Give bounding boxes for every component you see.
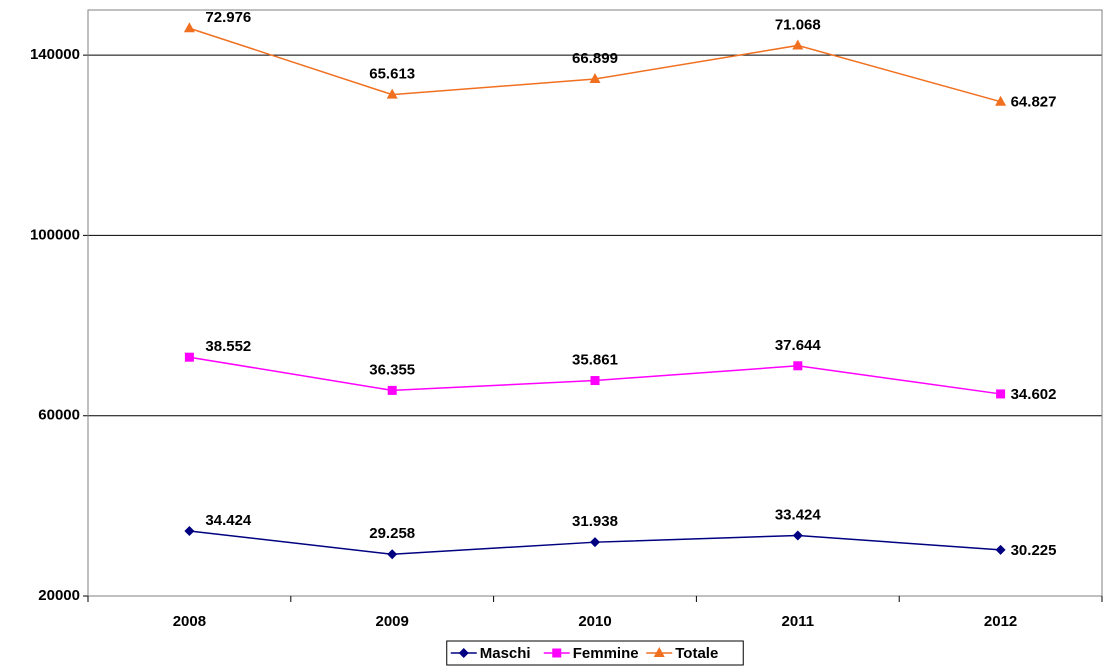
data-label: 35.861 — [572, 352, 618, 369]
data-label: 71.068 — [775, 16, 821, 33]
marker — [387, 385, 397, 395]
marker — [184, 352, 194, 362]
legend-label: Femmine — [573, 645, 639, 662]
data-label: 29.258 — [369, 525, 415, 542]
marker — [995, 95, 1007, 106]
data-label: 30.225 — [1011, 542, 1057, 559]
y-tick-label: 100000 — [30, 226, 80, 243]
y-tick-label: 140000 — [30, 46, 80, 63]
data-label: 65.613 — [369, 66, 415, 83]
data-label: 34.424 — [205, 512, 252, 529]
data-label: 36.355 — [369, 361, 415, 378]
data-label: 38.552 — [205, 338, 251, 355]
legend: Maschi Femmine Totale — [446, 640, 744, 666]
marker — [590, 376, 600, 386]
legend-box — [446, 640, 744, 666]
marker — [590, 537, 600, 548]
x-tick-label: 2008 — [173, 613, 206, 630]
marker — [183, 22, 195, 33]
marker — [386, 88, 398, 99]
marker — [458, 648, 469, 658]
x-tick-label: 2010 — [578, 613, 611, 630]
data-label: 72.976 — [205, 9, 251, 26]
marker — [552, 648, 562, 658]
y-tick-label: 60000 — [38, 407, 80, 424]
marker — [387, 549, 398, 560]
x-tick-label: 2009 — [376, 613, 409, 630]
marker — [184, 525, 195, 536]
data-label: 33.424 — [775, 506, 822, 523]
legend-label: Maschi — [480, 645, 531, 662]
legend-label: Totale — [675, 645, 718, 662]
marker — [589, 72, 601, 83]
marker — [792, 39, 804, 50]
x-tick-label: 2012 — [984, 613, 1017, 630]
marker — [792, 530, 803, 541]
data-label: 37.644 — [775, 337, 822, 354]
marker — [793, 361, 803, 371]
y-tick-label: 20000 — [38, 587, 80, 604]
x-tick-label: 2011 — [782, 613, 815, 630]
marker — [995, 544, 1006, 555]
marker — [653, 647, 665, 657]
data-label: 64.827 — [1011, 94, 1057, 111]
marker — [996, 389, 1006, 399]
data-label: 31.938 — [572, 513, 618, 530]
data-label: 34.602 — [1011, 386, 1057, 403]
data-label: 66.899 — [572, 50, 618, 67]
plot-frame — [87, 9, 1103, 597]
